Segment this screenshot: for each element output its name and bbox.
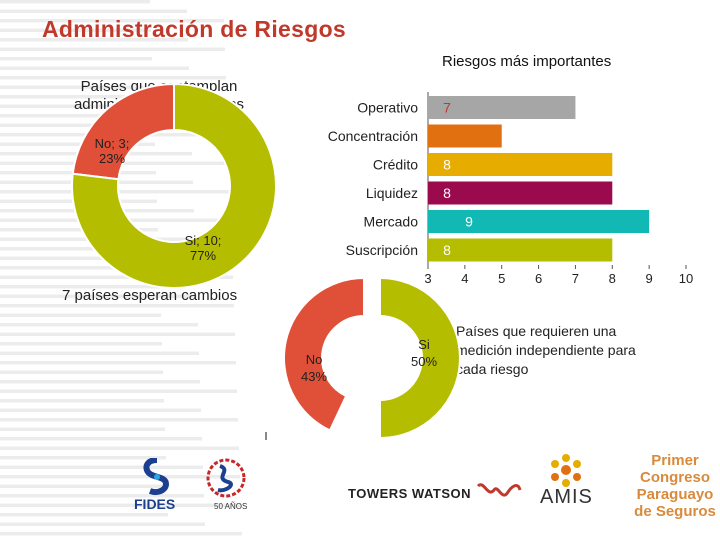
watermark-line xyxy=(0,342,162,346)
sello-logo-icon xyxy=(206,458,246,498)
bar-chart-title: Riesgos más importantes xyxy=(442,53,612,70)
watermark-line xyxy=(0,294,197,298)
watermark-line xyxy=(0,0,150,4)
watermark-line xyxy=(0,95,190,99)
watermark-line xyxy=(0,142,155,146)
watermark-line xyxy=(0,465,203,469)
donut-slice-si xyxy=(71,82,277,289)
bar-x-tick-label: 8 xyxy=(609,271,616,286)
bar-x-tick-label: 4 xyxy=(461,271,468,286)
bar-data-label: 8 xyxy=(443,242,451,258)
bar-4 xyxy=(428,181,613,205)
watermark-line xyxy=(0,266,196,270)
amis-logo-icon xyxy=(551,454,581,487)
watermark-line xyxy=(0,389,237,393)
bar-5 xyxy=(428,210,650,233)
fides-logo-text: FIDES xyxy=(134,496,176,512)
watermark-line xyxy=(0,38,188,42)
bar-1 xyxy=(428,96,576,119)
bar-x-tick-label: 5 xyxy=(498,271,505,286)
watermark-line xyxy=(0,380,200,384)
watermark-line xyxy=(0,66,189,70)
half-donut-slice-no xyxy=(283,276,365,432)
watermark-line xyxy=(0,494,204,498)
watermark-line xyxy=(0,399,164,403)
bar-6 xyxy=(428,238,613,262)
changes-caption: 7 países esperan cambios xyxy=(62,287,238,304)
page-title: Administración de Riesgos xyxy=(42,16,347,42)
watermark-line xyxy=(0,85,153,89)
watermark-line xyxy=(0,503,241,507)
watermark-line xyxy=(0,256,159,260)
bar-category-label: Crédito xyxy=(373,157,418,173)
half-donut-label-no: No 43% xyxy=(301,352,327,384)
towers-watson-logo-icon xyxy=(476,483,522,497)
watermark-line xyxy=(0,437,202,441)
watermark-line xyxy=(0,228,158,232)
bar-category-label: Suscripción xyxy=(346,242,418,258)
watermark-line xyxy=(0,19,224,23)
watermark-line xyxy=(0,313,161,317)
fides-logo-icon xyxy=(143,458,170,496)
bar-data-label: 9 xyxy=(465,214,473,230)
towers-watson-logo-text: TOWERS WATSON xyxy=(348,486,472,501)
watermark-line xyxy=(0,28,151,32)
watermark-line xyxy=(0,532,242,536)
watermark-line xyxy=(0,304,234,308)
watermark-line xyxy=(0,370,163,374)
watermark-line xyxy=(0,418,238,422)
half-donut-caption: Países que requieren una medición indepe… xyxy=(456,323,636,377)
bar-x-tick-label: 3 xyxy=(424,271,431,286)
watermark-line xyxy=(0,323,198,327)
half-donut-label-si: Si 50% xyxy=(411,337,437,369)
half-donut-slice-si xyxy=(379,276,461,440)
watermark-line xyxy=(0,285,160,289)
watermark-line xyxy=(0,76,226,80)
watermark-line xyxy=(0,47,225,51)
watermark-line xyxy=(0,332,235,336)
congreso-logo-text: Primer Congreso Paraguayo de Seguros xyxy=(634,452,716,520)
amis-logo-text: AMIS xyxy=(540,486,593,508)
bar-category-label: Liquidez xyxy=(366,185,418,201)
bar-category-label: Operativo xyxy=(357,100,418,116)
watermark-line xyxy=(0,475,240,479)
watermark-line xyxy=(0,275,233,279)
watermark-line xyxy=(0,408,201,412)
donut-label-si: Si; 10; 77% xyxy=(185,233,222,263)
bar-data-label: 7 xyxy=(443,100,451,116)
bar-data-label: 8 xyxy=(443,185,451,201)
watermark-line xyxy=(0,361,236,365)
watermark-line xyxy=(0,351,199,355)
watermark-line xyxy=(0,57,152,61)
watermark-line xyxy=(0,484,167,488)
bar-2 xyxy=(428,124,502,148)
sello-logo-text: 50 AÑOS xyxy=(214,502,248,511)
donut-label-no: No; 3; 23% xyxy=(95,136,130,166)
watermark-line xyxy=(0,522,205,526)
bar-x-tick-label: 7 xyxy=(572,271,579,286)
bar-category-label: Concentración xyxy=(328,128,418,144)
watermark-line xyxy=(0,513,168,517)
bar-category-label: Mercado xyxy=(364,214,419,230)
watermark-line xyxy=(0,9,187,13)
watermark-line xyxy=(0,114,154,118)
bar-x-tick-label: 6 xyxy=(535,271,542,286)
watermark-line xyxy=(0,456,166,460)
watermark-line xyxy=(0,427,165,431)
bar-x-tick-label: 9 xyxy=(646,271,653,286)
bar-data-label: 8 xyxy=(443,157,451,173)
bar-3 xyxy=(428,153,613,176)
bar-x-tick-label: 10 xyxy=(679,271,693,286)
watermark-line xyxy=(0,446,239,450)
